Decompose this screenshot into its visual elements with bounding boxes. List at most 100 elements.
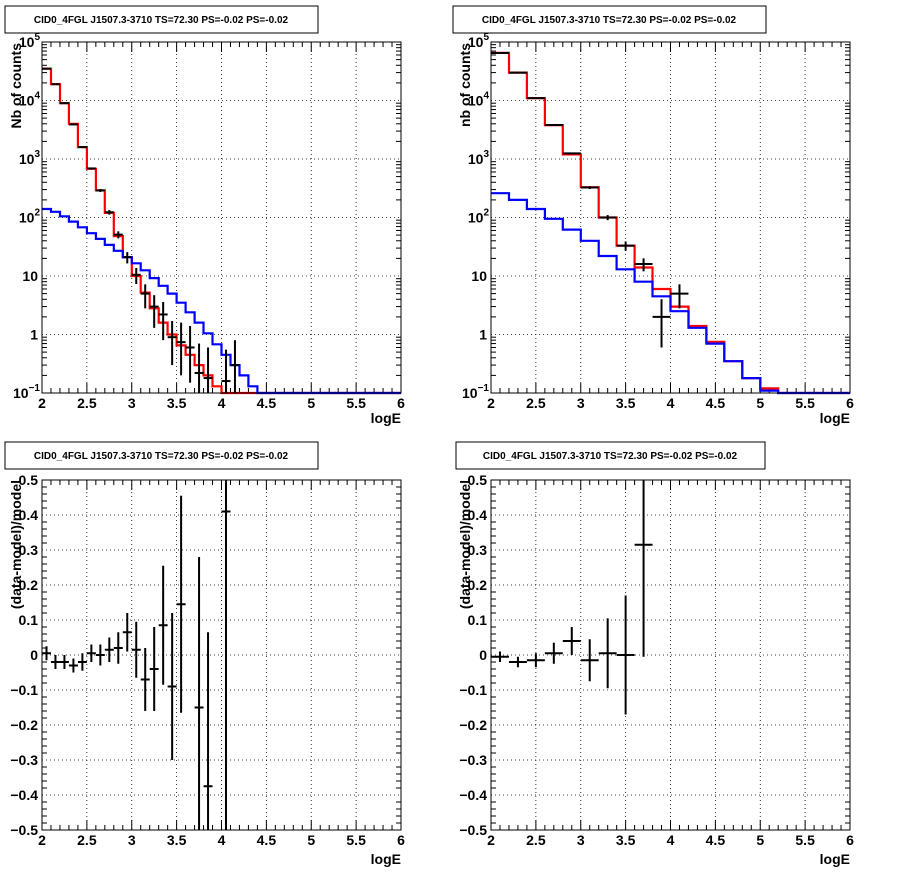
data-point: [221, 480, 231, 830]
x-tick-label: 4.5: [706, 832, 726, 848]
x-tick-label: 3.5: [167, 832, 187, 848]
data-point: [104, 637, 114, 662]
x-tick-label: 5.5: [795, 395, 815, 411]
data-point: [50, 655, 60, 669]
y-axis-label: nb of counts: [457, 43, 473, 127]
y-axis-label: Nb of counts: [8, 43, 24, 129]
x-tick-label: 3: [577, 395, 585, 411]
x-tick-label: 2.5: [77, 395, 97, 411]
data-point: [176, 322, 186, 376]
chart-title: CID0_4FGL J1507.3-3710 TS=72.30 PS=-0.02…: [483, 451, 738, 462]
y-tick-label: −0.1: [10, 682, 38, 698]
y-tick-label: 0.5: [19, 472, 39, 488]
data-point: [122, 613, 132, 652]
counts-left-panel: CID0_4FGL J1507.3-3710 TS=72.30 PS=-0.02…: [4, 5, 405, 426]
x-axis-label: logE: [371, 410, 401, 426]
y-tick-label: −0.1: [459, 682, 487, 698]
data-point: [113, 632, 123, 664]
title-box: [4, 5, 319, 34]
chart-title: CID0_4FGL J1507.3-3710 TS=72.30 PS=-0.02…: [482, 15, 737, 26]
data-point: [580, 186, 599, 190]
y-tick-label: 104: [468, 91, 490, 109]
data-point: [77, 653, 87, 671]
data-point: [59, 102, 69, 105]
data-point: [544, 123, 563, 126]
y-tick-label: 103: [19, 149, 41, 167]
plot-area: 2 2.5 3 3.5 4 4.5 5 5.5 6 −0.5 −0.4 −0.3 −0.2 −0.1 0 0.…: [10, 472, 405, 848]
data-point: [68, 123, 78, 126]
plot-frame: [41, 479, 402, 831]
x-tick-label: 3: [128, 832, 136, 848]
x-tick-label: 3: [128, 395, 136, 411]
x-tick-label: 2.5: [526, 832, 546, 848]
plot-background: [491, 480, 850, 830]
data-point: [140, 284, 150, 309]
y-tick-label: 10: [22, 268, 38, 284]
data-point: [167, 613, 177, 760]
data-point: [526, 653, 545, 668]
y-tick-label: −0.4: [459, 787, 487, 803]
data-point: [176, 495, 186, 713]
data-point: [50, 83, 60, 86]
x-tick-label: 4: [667, 832, 675, 848]
x-tick-label: 5.5: [795, 832, 815, 848]
x-tick-label: 2: [38, 832, 46, 848]
y-tick-label: 10: [471, 268, 487, 284]
data-point: [526, 97, 545, 100]
x-tick-label: 5: [307, 395, 315, 411]
data-point: [670, 284, 689, 309]
x-tick-label: 2: [487, 395, 495, 411]
x-tick-label: 5.5: [346, 395, 366, 411]
x-tick-label: 4: [667, 395, 675, 411]
title-box: [452, 5, 767, 34]
y-tick-label: −0.3: [10, 752, 38, 768]
y-tick-label: 0: [479, 647, 487, 663]
plot-area: 2 2.5 3 3.5 4 4.5 5 5.5 6 −0.5 −0.4 −0.3 −0.2 −0.1 0 0.…: [459, 472, 854, 848]
x-tick-label: 4.5: [706, 395, 726, 411]
x-tick-label: 5: [307, 832, 315, 848]
data-point: [634, 258, 653, 272]
data-point: [122, 252, 132, 264]
data-point: [634, 480, 653, 657]
x-axis-label: logE: [371, 851, 401, 867]
plot-frame: [490, 41, 851, 394]
data-point: [42, 646, 51, 661]
y-tick-label: 102: [19, 208, 41, 226]
y-tick-label: 103: [468, 149, 490, 167]
data-point: [131, 621, 141, 678]
x-tick-label: 4: [218, 832, 226, 848]
y-tick-label: −0.5: [10, 822, 38, 838]
data-point: [508, 656, 527, 668]
y-tick-label: 0.4: [468, 507, 488, 523]
plot-frame: [490, 479, 851, 831]
x-tick-label: 2: [487, 832, 495, 848]
data-point: [491, 651, 509, 662]
x-tick-label: 3.5: [167, 395, 187, 411]
y-tick-label: 0.3: [468, 542, 488, 558]
x-tick-label: 5: [756, 832, 764, 848]
chart-title: CID0_4FGL J1507.3-3710 TS=72.30 PS=-0.02…: [34, 451, 289, 462]
y-axis-label: (data-model)/model: [457, 480, 473, 609]
x-tick-label: 4.5: [257, 832, 277, 848]
data-point: [86, 167, 96, 170]
y-tick-label: 1: [30, 327, 38, 343]
y-tick-label: −0.5: [459, 822, 487, 838]
y-tick-label: 0.3: [19, 542, 39, 558]
data-point: [230, 340, 240, 393]
data-point: [194, 557, 204, 830]
chart-title: CID0_4FGL J1507.3-3710 TS=72.30 PS=-0.02…: [34, 15, 289, 26]
plot-area: 2 2.5 3 3.5 4 4.5 5 5.5 6 10−1 1 10 102 103 104 105: [462, 32, 854, 411]
data-point: [149, 627, 159, 711]
data-point: [580, 639, 599, 682]
data-point: [616, 241, 635, 251]
data-point: [86, 644, 96, 662]
model-background-line: [491, 192, 850, 395]
y-tick-label: 105: [468, 32, 490, 50]
data-point: [185, 325, 195, 383]
x-tick-label: 6: [846, 832, 854, 848]
y-tick-label: 1: [479, 327, 487, 343]
residual-right-panel: CID0_4FGL J1507.3-3710 TS=72.30 PS=-0.02…: [455, 441, 854, 867]
data-point: [562, 627, 581, 655]
y-tick-label: 0.4: [19, 507, 39, 523]
